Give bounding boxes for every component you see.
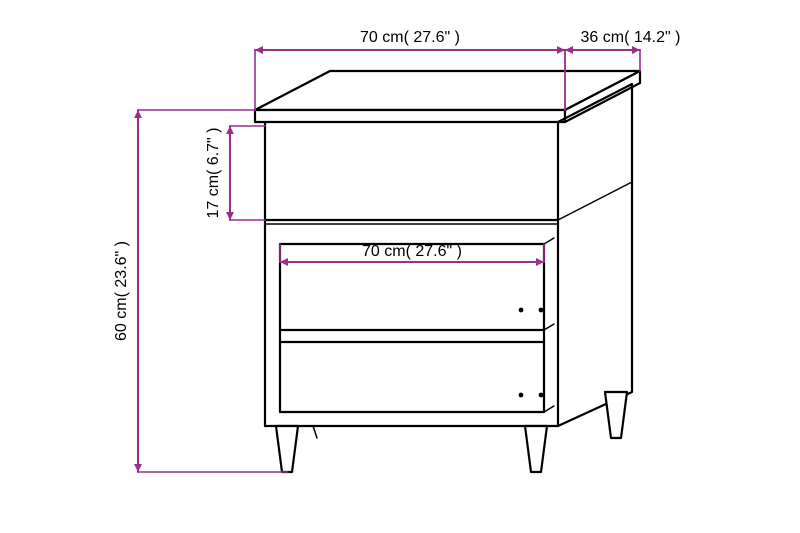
label-inner-width: 70 cm( 27.6" ) [362,243,462,260]
label-drawer-height: 17 cm( 6.7" ) [205,127,222,218]
label-height-left: 60 cm( 23.6" ) [113,241,130,341]
diagram-svg: 70 cm( 27.6" ) 36 cm( 14.2" ) 60 cm( 23.6"… [0,0,800,533]
diagram-stage: 70 cm( 27.6" ) 36 cm( 14.2" ) 60 cm( 23.6"… [0,0,800,533]
label-width-top: 70 cm( 27.6" ) [360,29,460,46]
furniture-outline [255,71,640,472]
label-depth-top: 36 cm( 14.2" ) [581,29,681,46]
